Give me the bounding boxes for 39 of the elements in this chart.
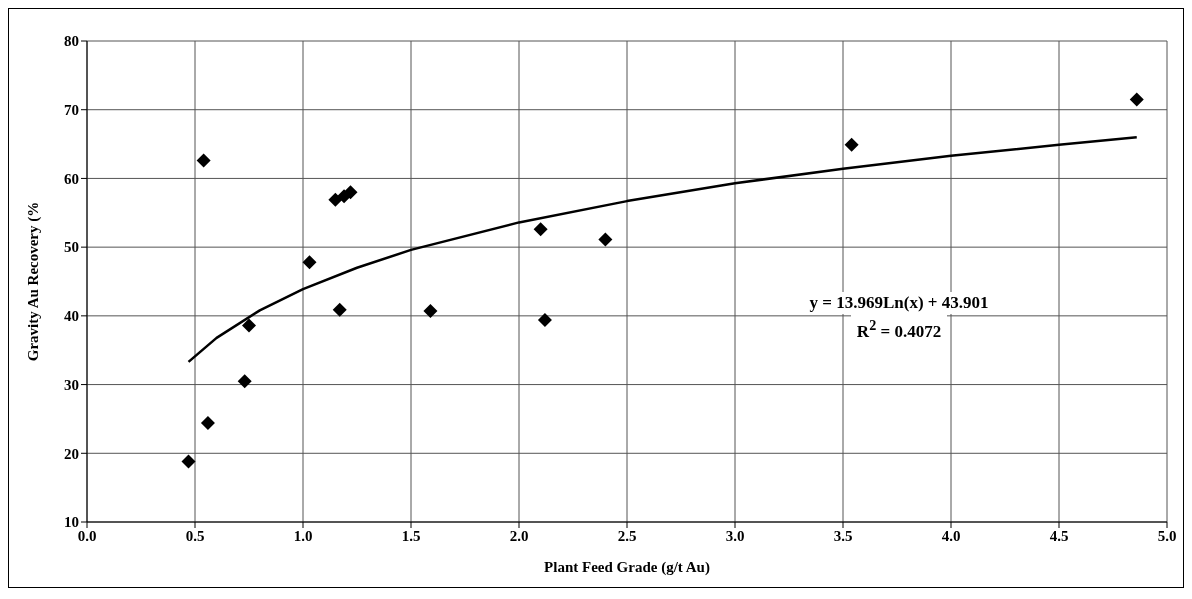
x-tick-label: 5.0 bbox=[1157, 527, 1177, 544]
x-tick-label: 4.5 bbox=[1049, 527, 1069, 544]
x-tick-label: 1.5 bbox=[401, 527, 421, 544]
y-tick-label: 40 bbox=[64, 308, 79, 325]
x-tick-label: 2.0 bbox=[509, 527, 529, 544]
y-tick-label: 30 bbox=[64, 376, 79, 393]
point bbox=[181, 454, 196, 469]
x-tick-label: 0.5 bbox=[185, 527, 205, 544]
x-tick-label: 0.0 bbox=[77, 527, 97, 544]
point bbox=[302, 255, 317, 270]
y-tick-label: 60 bbox=[64, 170, 79, 187]
x-axis-title: Plant Feed Grade (g/t Au) bbox=[544, 559, 710, 576]
point bbox=[242, 318, 256, 333]
y-tick-label: 10 bbox=[64, 514, 79, 531]
annotation: y = 13.969Ln(x) + 43.901 bbox=[803, 292, 995, 314]
point bbox=[1129, 92, 1144, 107]
y-tick-label: 20 bbox=[64, 445, 79, 462]
point bbox=[533, 222, 548, 237]
point bbox=[598, 232, 613, 247]
point bbox=[423, 304, 438, 319]
point bbox=[196, 153, 211, 168]
y-axis-title: Gravity Au Recovery (% bbox=[25, 201, 43, 362]
x-tick-label: 1.0 bbox=[293, 527, 313, 544]
y-tick-label: 70 bbox=[64, 102, 79, 119]
y-tick-label: 50 bbox=[64, 239, 79, 256]
point bbox=[537, 312, 552, 327]
point bbox=[844, 137, 859, 152]
y-tick-label: 80 bbox=[64, 33, 79, 50]
point bbox=[328, 192, 343, 207]
x-tick-label: 4.0 bbox=[941, 527, 961, 544]
point bbox=[332, 302, 347, 317]
line-series bbox=[187, 135, 1139, 364]
x-tick-label: 3.0 bbox=[725, 527, 745, 544]
annotation: R$^{2}$ = 0.4072 bbox=[850, 314, 948, 343]
x-tick-label: 3.5 bbox=[833, 527, 853, 544]
point bbox=[200, 416, 215, 431]
x-tick-label: 2.5 bbox=[617, 527, 637, 544]
point bbox=[237, 374, 252, 389]
point bbox=[343, 185, 358, 200]
